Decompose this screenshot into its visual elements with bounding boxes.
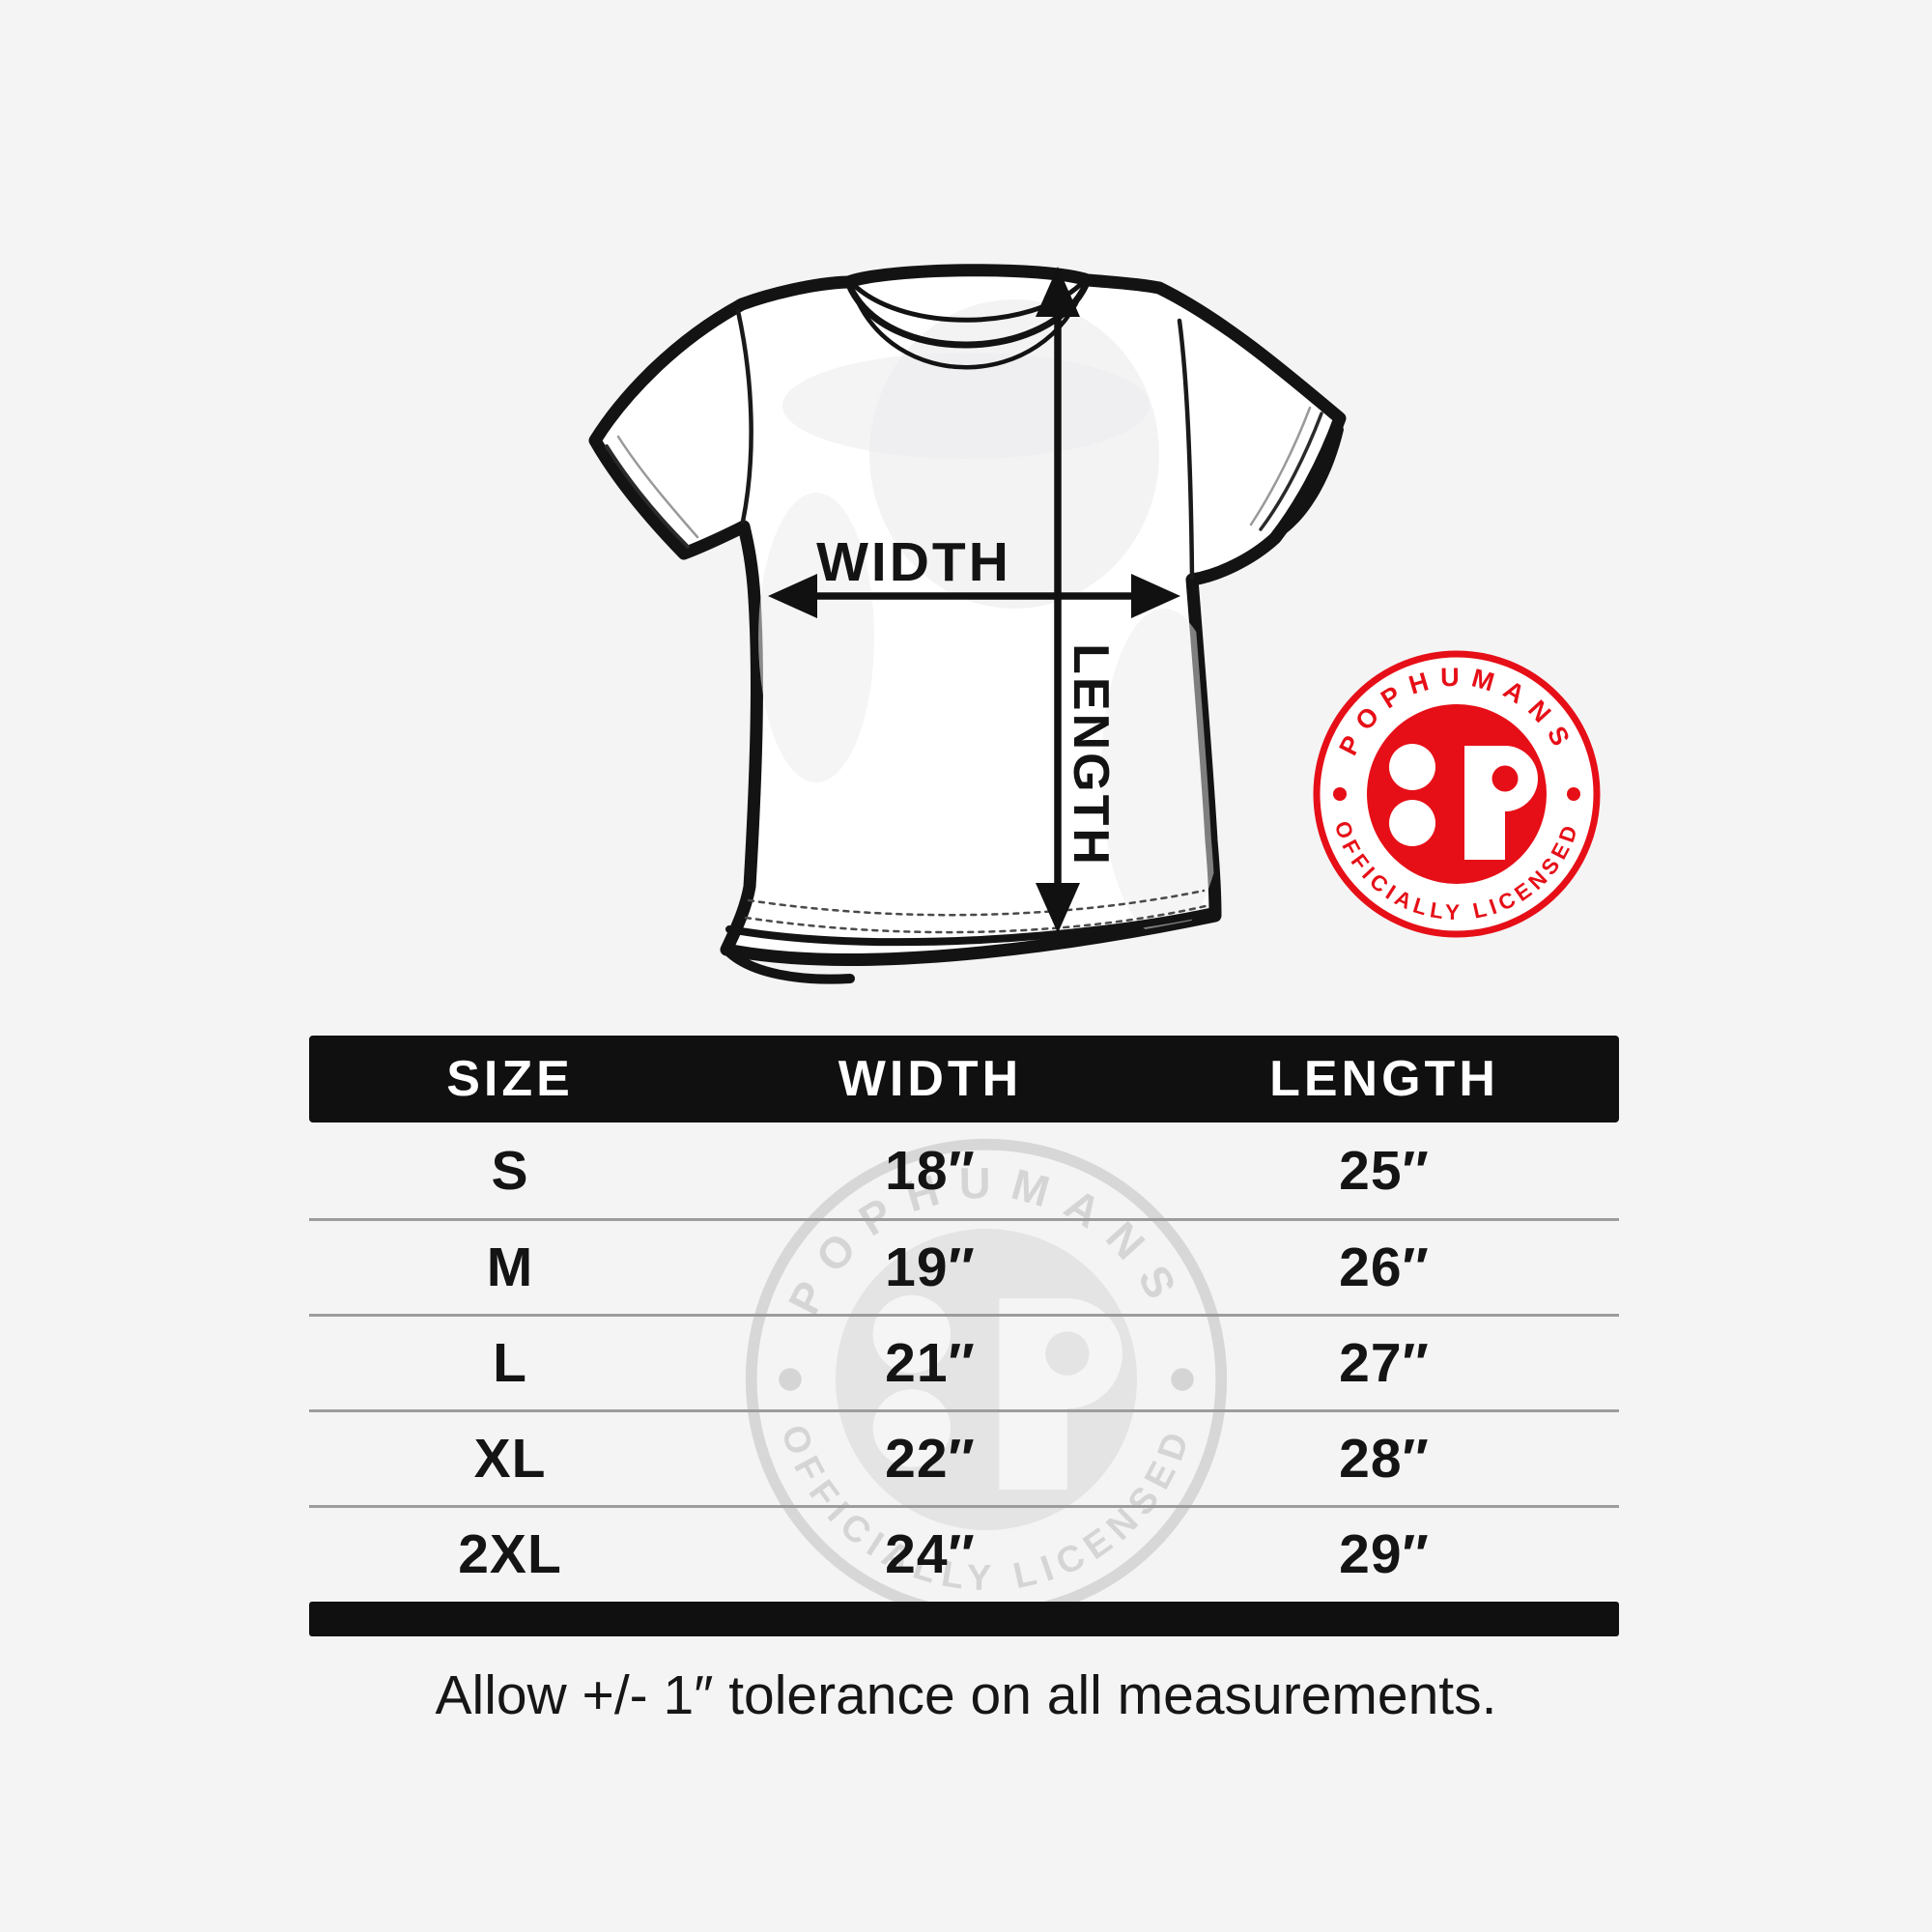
right-cuff-stitching	[1249, 406, 1344, 539]
length-arrow	[1036, 267, 1080, 933]
brand-badge: POPHUMANS OFFICIALLY LICENSED	[1313, 650, 1601, 938]
watermark-left-dot-icon	[779, 1368, 802, 1391]
cell-size: 2XL	[458, 1523, 562, 1585]
left-cuff-stitching	[605, 435, 699, 549]
table-row: 2XL 24″ 29″	[309, 1505, 1619, 1601]
cell-size: XL	[473, 1428, 547, 1490]
hem	[724, 889, 1213, 984]
table-header: SIZE WIDTH LENGTH	[309, 1036, 1619, 1122]
cell-width: 18″	[885, 1139, 976, 1202]
width-arrow	[768, 574, 1180, 618]
header-cell-length: LENGTH	[1269, 1051, 1499, 1107]
watermark-badge: POPHUMANS OFFICIALLY LICENSED	[745, 1138, 1228, 1621]
cell-width: 22″	[885, 1428, 976, 1490]
cell-length: 26″	[1339, 1236, 1430, 1298]
tshirt-diagram: WIDTH LENGTH	[588, 264, 1347, 984]
badge-p-monogram-icon	[1389, 744, 1538, 860]
size-table: SIZE WIDTH LENGTH S 18″ 25″ M 19″ 26″ L …	[309, 1036, 1619, 1636]
cell-width: 19″	[885, 1236, 976, 1298]
tolerance-note: Allow +/- 1″ tolerance on all measuremen…	[435, 1664, 1497, 1726]
badge-left-dot-icon	[1333, 787, 1347, 801]
cell-length: 29″	[1339, 1523, 1430, 1585]
header-cell-size: SIZE	[446, 1051, 574, 1107]
table-row: L 21″ 27″	[309, 1314, 1619, 1409]
cell-length: 28″	[1339, 1428, 1430, 1490]
table-row: M 19″ 26″	[309, 1218, 1619, 1314]
cell-width: 24″	[885, 1523, 976, 1585]
table-row: XL 22″ 28″	[309, 1409, 1619, 1505]
width-label: WIDTH	[816, 531, 1011, 593]
cell-size: L	[493, 1332, 527, 1394]
watermark-right-dot-icon	[1171, 1368, 1194, 1391]
cell-width: 21″	[885, 1332, 976, 1394]
watermark-p-monogram-icon	[872, 1294, 1122, 1491]
armhole-seams	[735, 308, 1195, 581]
badge-right-dot-icon	[1567, 787, 1580, 801]
cell-size: S	[491, 1139, 529, 1202]
cell-length: 25″	[1339, 1139, 1430, 1202]
cell-length: 27″	[1339, 1332, 1430, 1394]
header-cell-width: WIDTH	[838, 1051, 1023, 1107]
table-bottom-bar	[309, 1602, 1619, 1636]
length-label: LENGTH	[1063, 643, 1119, 867]
table-row: S 18″ 25″	[309, 1122, 1619, 1218]
cell-size: M	[486, 1236, 534, 1298]
